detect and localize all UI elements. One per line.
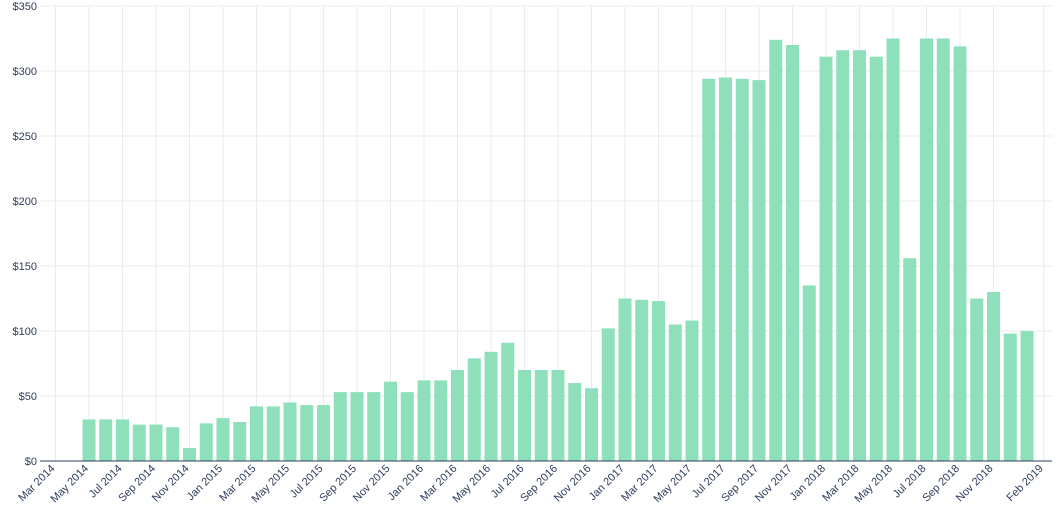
bar — [132, 424, 146, 461]
bar — [702, 78, 716, 462]
bar — [434, 380, 448, 461]
bar — [987, 292, 1000, 461]
y-tick-label: $0 — [25, 456, 37, 468]
x-tick-label: Nov 2016 — [552, 463, 594, 505]
y-tick-label: $150 — [13, 261, 37, 273]
bar — [333, 392, 347, 461]
y-tick-label: $50 — [19, 391, 37, 403]
bar — [953, 46, 967, 462]
bar — [300, 405, 314, 461]
bar — [149, 424, 163, 461]
bar — [936, 38, 950, 461]
y-tick-label: $200 — [13, 196, 37, 208]
bar — [534, 370, 548, 461]
y-tick-label: $250 — [13, 131, 37, 143]
bar — [568, 383, 582, 461]
y-tick-label: $300 — [13, 66, 37, 78]
bar — [685, 320, 699, 461]
bar — [635, 299, 649, 461]
bar — [601, 328, 615, 461]
bar — [869, 56, 883, 461]
bar — [467, 358, 481, 461]
x-tick-label: Nov 2017 — [753, 463, 795, 505]
bar — [99, 419, 113, 461]
bar — [802, 285, 816, 461]
x-tick-label: Nov 2015 — [351, 463, 393, 505]
bar — [752, 80, 766, 461]
bar — [317, 405, 330, 461]
y-tick-label: $100 — [13, 326, 37, 338]
bar — [216, 418, 230, 461]
bar — [266, 406, 280, 461]
bar — [970, 298, 984, 461]
bar — [199, 423, 213, 461]
x-tick-label: Nov 2014 — [150, 463, 192, 505]
bar — [836, 50, 850, 461]
x-tick-label: Nov 2018 — [954, 463, 996, 505]
bar — [367, 392, 381, 461]
bar — [853, 50, 866, 461]
bar — [618, 298, 632, 461]
bar — [400, 392, 414, 461]
x-tick-label: Feb 2019 — [1005, 463, 1046, 504]
bar — [451, 370, 464, 461]
bar — [116, 419, 129, 461]
bar — [350, 392, 364, 461]
bar — [82, 419, 96, 461]
bar — [183, 448, 196, 461]
bar — [886, 38, 900, 461]
bar — [518, 370, 531, 461]
bar — [283, 402, 297, 461]
bar — [920, 38, 933, 461]
bar — [769, 39, 783, 462]
bar — [719, 77, 732, 461]
bar — [417, 380, 431, 461]
bar — [166, 427, 180, 461]
bar — [819, 56, 833, 461]
bar — [585, 388, 598, 461]
bar — [903, 258, 917, 461]
bar — [1003, 333, 1017, 461]
bar — [484, 351, 498, 461]
bar — [786, 45, 799, 461]
bar — [384, 381, 397, 461]
bar — [652, 301, 665, 461]
bar — [233, 422, 247, 461]
bar — [250, 406, 263, 461]
bar — [1020, 331, 1034, 461]
bar — [668, 324, 682, 461]
bar — [735, 78, 749, 462]
y-tick-label: $350 — [13, 1, 37, 13]
bar — [551, 370, 565, 461]
bar — [501, 342, 515, 461]
